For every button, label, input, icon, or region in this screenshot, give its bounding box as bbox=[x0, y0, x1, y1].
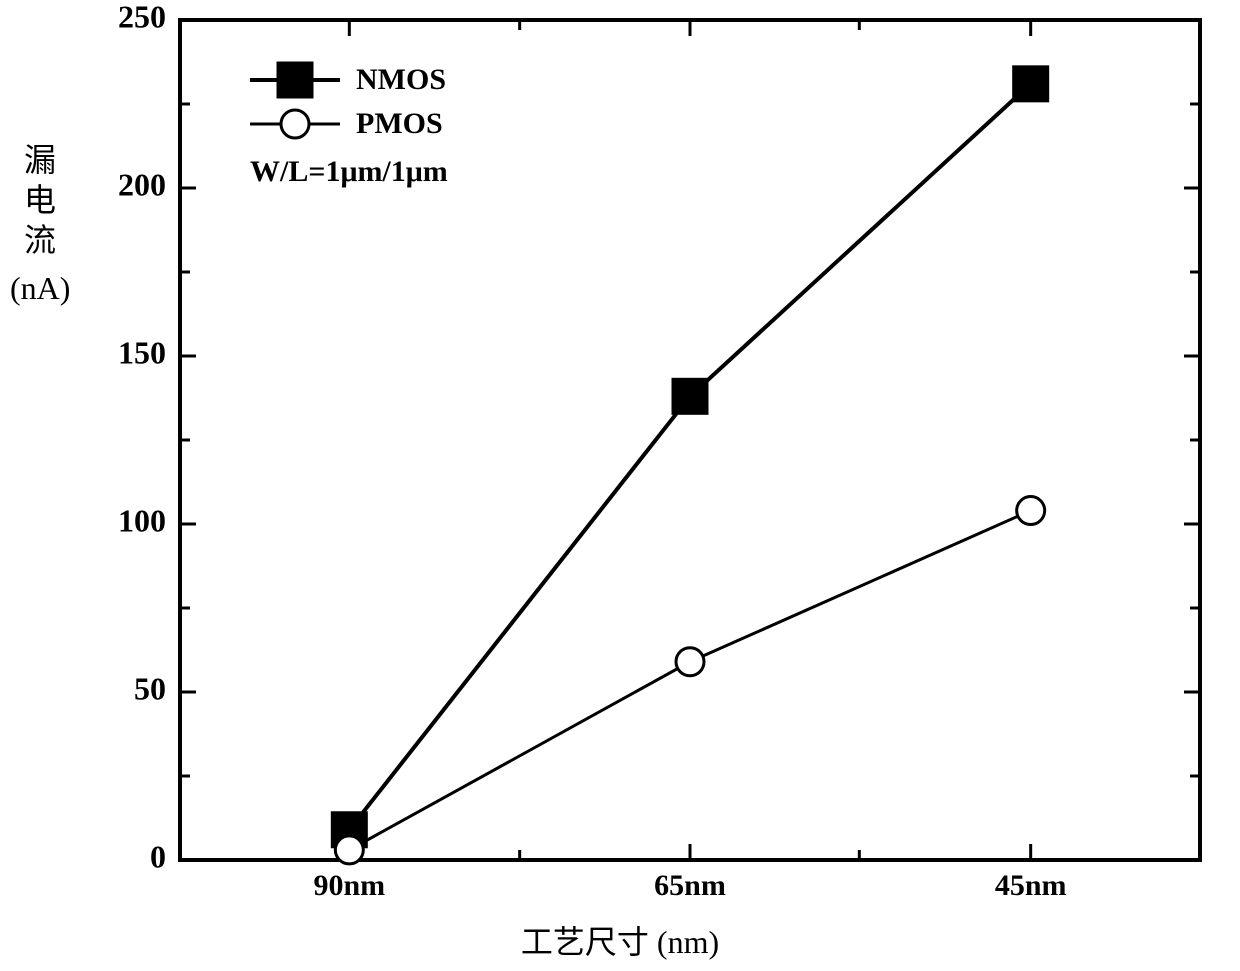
svg-text:W/L=1μm/1μm: W/L=1μm/1μm bbox=[250, 155, 448, 188]
y-axis-label-char1: 漏 bbox=[10, 140, 70, 180]
y-axis-label: 漏 电 流 (nA) bbox=[10, 140, 70, 308]
svg-text:65nm: 65nm bbox=[654, 869, 726, 902]
x-axis-label: 工艺尺寸 (nm) bbox=[0, 917, 1240, 963]
y-axis-unit: (nA) bbox=[10, 268, 70, 308]
svg-text:0: 0 bbox=[150, 838, 166, 874]
chart-container: 漏 电 流 (nA) 0 50 100 150 200 250 90nm 65nm 45nm NM… bbox=[0, 0, 1240, 971]
svg-text:100: 100 bbox=[118, 502, 166, 538]
svg-text:NMOS: NMOS bbox=[356, 63, 446, 96]
x-axis-label-text: 工艺尺寸 bbox=[521, 924, 649, 960]
y-axis-label-char2: 电 bbox=[10, 180, 70, 220]
y-axis-label-char3: 流 bbox=[10, 220, 70, 260]
svg-text:50: 50 bbox=[134, 670, 166, 706]
svg-text:45nm: 45nm bbox=[995, 869, 1067, 902]
svg-text:90nm: 90nm bbox=[313, 869, 385, 902]
svg-text:PMOS: PMOS bbox=[356, 107, 443, 140]
svg-text:250: 250 bbox=[118, 0, 166, 34]
chart-svg: 0 50 100 150 200 250 90nm 65nm 45nm NMOS PMOS W/L=1… bbox=[0, 0, 1240, 920]
x-axis-unit: (nm) bbox=[657, 924, 719, 960]
svg-text:200: 200 bbox=[118, 166, 166, 202]
svg-text:150: 150 bbox=[118, 334, 166, 370]
